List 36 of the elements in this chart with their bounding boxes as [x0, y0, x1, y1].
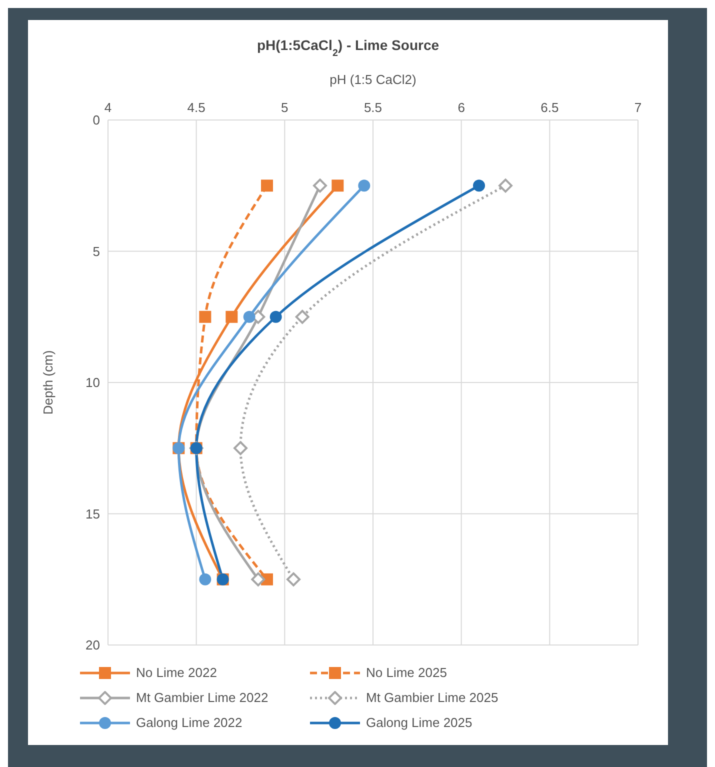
y-tick-label: 20: [86, 638, 100, 653]
point: [261, 180, 273, 192]
y-tick-label: 5: [92, 244, 100, 259]
point: [251, 572, 266, 586]
legend-label: Galong Lime 2022: [136, 715, 242, 730]
x-tick-label: 6.5: [540, 100, 559, 115]
point: [358, 180, 370, 192]
y-tick-label: 15: [86, 506, 100, 522]
y-tick-label: 10: [86, 375, 100, 390]
x-axis-title: pH (1:5 CaCl2): [330, 72, 416, 88]
point: [270, 310, 282, 323]
x-tick-label: 6: [458, 100, 465, 115]
legend-label: Mt Gambier Lime 2025: [366, 690, 498, 705]
legend-label: Mt Gambier Lime 2022: [136, 690, 268, 705]
point: [332, 180, 344, 192]
x-tick-label: 4: [104, 100, 112, 115]
point: [234, 441, 248, 456]
legend-label: Galong Lime 2025: [366, 715, 472, 730]
y-tick-label: 0: [92, 112, 100, 128]
point: [199, 310, 212, 323]
point: [286, 572, 300, 586]
point: [243, 310, 256, 323]
x-tick-label: 7: [634, 100, 642, 115]
point: [295, 310, 310, 324]
legend-label: No Lime 2022: [136, 665, 217, 680]
point: [313, 178, 327, 193]
point: [226, 310, 238, 323]
x-tick-label: 4.5: [187, 100, 206, 115]
chart-title: pH(1:5CaCl$_{2}$) - Lime Source: [256, 37, 440, 58]
point: [498, 178, 512, 193]
point: [199, 573, 212, 586]
x-tick-label: 5: [281, 100, 288, 115]
legend-label: No Lime 2025: [366, 665, 447, 680]
y-axis-title: Depth (cm): [40, 350, 56, 415]
point: [473, 180, 485, 192]
x-tick-label: 5.5: [364, 100, 382, 115]
